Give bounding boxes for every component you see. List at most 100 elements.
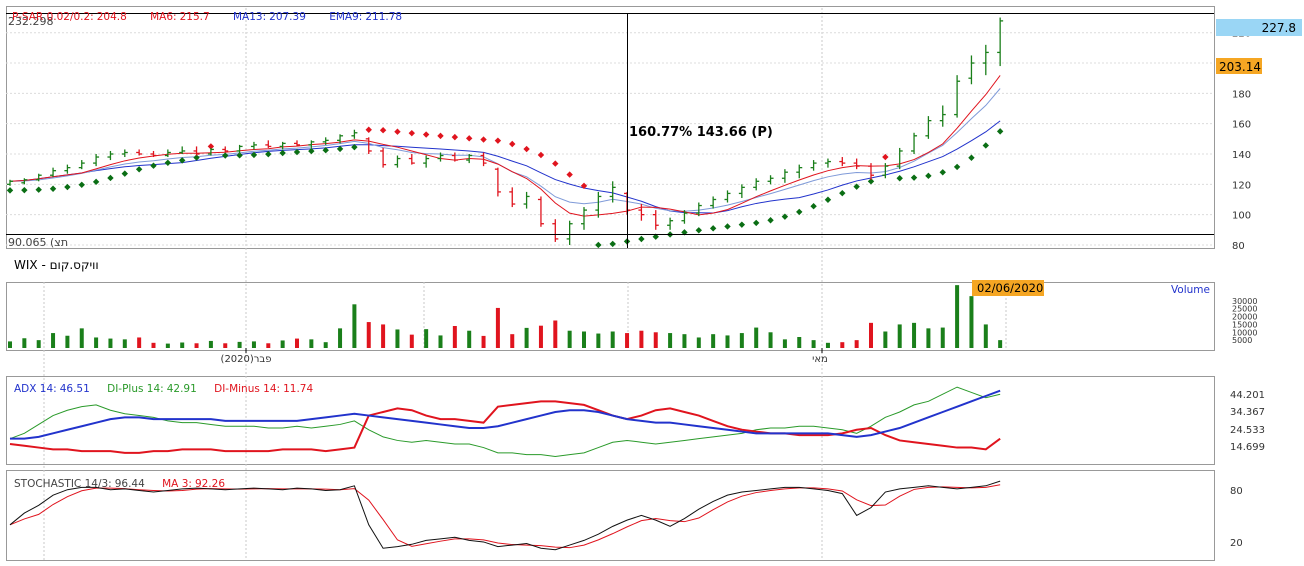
sar-marker (796, 208, 803, 216)
ohlc-bar (265, 140, 272, 148)
ohlc-bar (753, 178, 760, 191)
stoch-tick: 80 (1230, 486, 1243, 497)
volume-bar (682, 334, 687, 348)
volume-bar (165, 343, 170, 348)
sar-marker (422, 131, 430, 138)
sar-marker (882, 153, 889, 161)
volume-bar (366, 322, 371, 348)
panel-frames (6, 6, 1215, 561)
volume-bar (782, 339, 787, 348)
price-tick-label: 80 (1232, 241, 1245, 252)
date-tick-marks (245, 348, 823, 353)
cross-price-badge (1216, 58, 1262, 74)
sar-marker (308, 147, 315, 155)
sar-marker (193, 154, 200, 161)
volume-bar (797, 337, 802, 348)
sar-marker (839, 189, 846, 197)
date-badge-text: 02/06/2020 (977, 281, 1043, 295)
ohlc-bar (35, 173, 42, 182)
volume-bar (811, 340, 816, 348)
volume-bar (438, 335, 443, 348)
sar-marker (824, 196, 832, 203)
ohlc-bar (509, 187, 516, 208)
sar-marker (982, 142, 989, 149)
sar-marker (107, 174, 114, 182)
volume-bar (869, 322, 873, 348)
crosshair (6, 13, 1214, 248)
sar-marker (351, 143, 358, 151)
ohlc-bar (322, 137, 329, 145)
ohlc-bar (50, 167, 57, 177)
sar-marker (709, 225, 717, 232)
price-tick-label: 180 (1232, 89, 1251, 100)
ohlc-bar (164, 149, 171, 158)
volume-bar (998, 340, 1003, 348)
crosshair-low-label: 90.065 (תצ (8, 236, 68, 249)
volume-bar (352, 304, 357, 348)
adx-di-plus-line (9, 386, 1001, 457)
ohlc-bar (250, 141, 257, 150)
sar-marker (207, 143, 215, 150)
ohlc-bar (179, 146, 186, 154)
ohlc-bar (451, 152, 458, 162)
volume-bar (122, 339, 127, 348)
ohlc-bar (954, 75, 961, 118)
volume-bar (912, 322, 917, 348)
ohlc-bar (738, 184, 745, 198)
ohlc-bar (566, 220, 573, 245)
adx-di-minus-line (9, 400, 1001, 454)
volume-bar (65, 335, 70, 348)
volume-bar (897, 324, 902, 348)
ohlc-bar (638, 204, 645, 221)
ohlc-bar (896, 147, 903, 170)
sar-marker (509, 140, 516, 148)
ohlc-bar (595, 191, 602, 218)
ohlc-bar (710, 196, 717, 209)
volume-bar (538, 325, 543, 348)
ohlc-bar (437, 152, 444, 162)
sar-marker (494, 137, 502, 144)
volume-bar (625, 333, 630, 348)
volume-bar (754, 327, 759, 348)
sar-marker (695, 227, 702, 234)
sar-marker (64, 183, 71, 191)
ohlc-bar (523, 191, 530, 209)
volume-bar (395, 329, 400, 348)
cross-price-text: 203.14 (1219, 60, 1261, 74)
ohlc-bar (150, 150, 157, 158)
parabolic-sar-markers (6, 126, 1004, 249)
date-badge (972, 280, 1044, 296)
sar-marker (293, 148, 301, 156)
volume-bar (524, 327, 529, 348)
sar-marker (394, 128, 401, 135)
sar-marker (322, 147, 329, 154)
sar-marker (724, 223, 731, 230)
ema9-line (9, 88, 1001, 212)
sar-marker (164, 159, 172, 166)
volume-bar (94, 337, 99, 348)
volume-bar (194, 343, 199, 348)
volume-bar (151, 342, 156, 348)
volume-bar (582, 331, 586, 348)
volume-bar (639, 330, 644, 348)
ohlc-bar (925, 116, 932, 139)
volume-tick-label: 30000 (1232, 297, 1257, 306)
crosshair-high-label: 232.298 (8, 15, 54, 28)
volume-bar (223, 343, 228, 348)
volume-bar (180, 342, 185, 348)
date-label-may: מאי (812, 354, 828, 365)
volume-bar (79, 328, 84, 348)
volume-bar (840, 342, 845, 348)
sar-marker (466, 135, 473, 142)
volume-tick-label: 20000 (1232, 313, 1257, 322)
ohlc-bar (968, 55, 975, 85)
ohlc-bars[interactable] (7, 17, 1004, 245)
date-gridlines (43, 8, 1007, 560)
sar-marker (35, 186, 42, 193)
ohlc-bar (581, 207, 587, 230)
ohlc-bar (107, 150, 114, 161)
price-tick-label: 100 (1232, 211, 1251, 222)
sar-marker (279, 149, 286, 157)
